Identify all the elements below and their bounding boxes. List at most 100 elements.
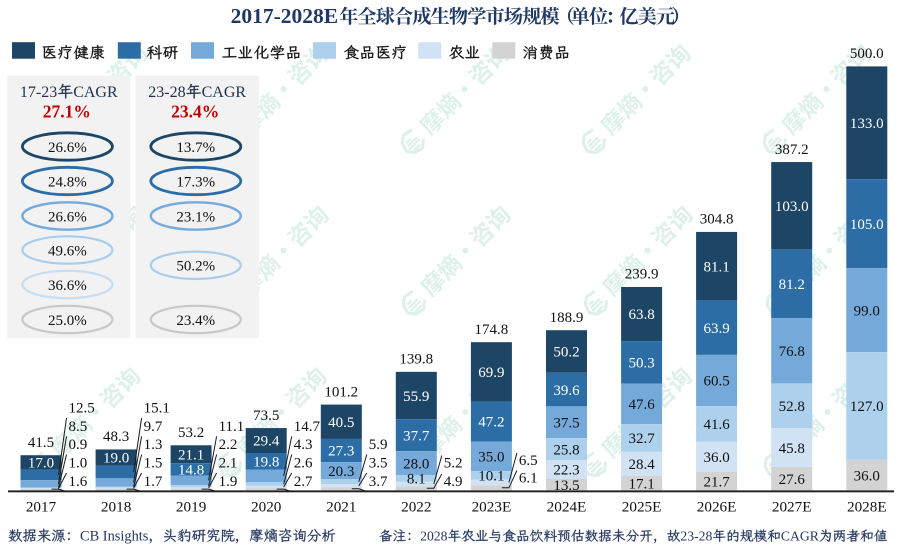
svg-text:60.5: 60.5 xyxy=(703,374,729,390)
svg-text:27.1%: 27.1% xyxy=(43,102,91,122)
svg-text:1.6: 1.6 xyxy=(69,474,88,490)
svg-text:2023E: 2023E xyxy=(472,498,512,515)
svg-text:14.7: 14.7 xyxy=(294,419,321,435)
svg-text:1.5: 1.5 xyxy=(144,456,163,472)
svg-text:23-28: 23-28 xyxy=(680,529,712,544)
svg-text:23.4%: 23.4% xyxy=(176,313,215,329)
svg-text:26.6%: 26.6% xyxy=(48,140,87,156)
svg-text:36.6%: 36.6% xyxy=(48,278,87,294)
svg-text:2024E: 2024E xyxy=(547,498,587,515)
svg-text:CAGR: CAGR xyxy=(781,529,820,544)
svg-text:81.2: 81.2 xyxy=(779,277,805,293)
svg-text:188.9: 188.9 xyxy=(550,310,584,326)
svg-text:47.6: 47.6 xyxy=(628,397,655,413)
svg-text:2021: 2021 xyxy=(326,498,356,515)
svg-text:0.9: 0.9 xyxy=(69,437,88,453)
svg-text:101.2: 101.2 xyxy=(324,384,358,400)
svg-text:32.7: 32.7 xyxy=(628,431,655,447)
svg-text:2.6: 2.6 xyxy=(294,456,313,472)
svg-text:2027E: 2027E xyxy=(772,498,812,515)
svg-text:28.4: 28.4 xyxy=(628,457,655,473)
svg-text:9.7: 9.7 xyxy=(144,419,163,435)
svg-text:8.1: 8.1 xyxy=(407,472,426,488)
svg-text:40.5: 40.5 xyxy=(328,415,354,431)
svg-text:37.5: 37.5 xyxy=(553,416,579,432)
svg-text:139.8: 139.8 xyxy=(399,352,433,368)
svg-text:5.2: 5.2 xyxy=(444,456,463,472)
svg-text:2017-2028E: 2017-2028E xyxy=(231,4,339,28)
svg-text:13.5: 13.5 xyxy=(553,478,579,494)
svg-text:45.8: 45.8 xyxy=(779,441,805,457)
svg-text:2.2: 2.2 xyxy=(219,437,238,453)
svg-text:36.0: 36.0 xyxy=(854,468,880,484)
svg-text:52.8: 52.8 xyxy=(779,399,805,415)
svg-text:17-23: 17-23 xyxy=(20,84,57,101)
svg-text:105.0: 105.0 xyxy=(850,217,884,233)
svg-text:63.8: 63.8 xyxy=(628,307,654,323)
svg-text:1.3: 1.3 xyxy=(144,437,163,453)
svg-text:27.3: 27.3 xyxy=(328,444,354,460)
svg-text:69.9: 69.9 xyxy=(478,365,504,381)
svg-text:47.2: 47.2 xyxy=(478,415,504,431)
svg-text:53.2: 53.2 xyxy=(178,425,204,441)
svg-text:6.1: 6.1 xyxy=(519,471,538,487)
svg-text:41.5: 41.5 xyxy=(28,435,54,451)
svg-text:50.2%: 50.2% xyxy=(176,259,215,275)
svg-text:21.7: 21.7 xyxy=(703,474,730,490)
svg-text:17.3%: 17.3% xyxy=(176,174,215,190)
svg-text:15.1: 15.1 xyxy=(144,401,170,417)
svg-text:CB Insights: CB Insights xyxy=(80,529,149,545)
svg-text:99.0: 99.0 xyxy=(854,303,880,319)
svg-text:3.7: 3.7 xyxy=(369,474,388,490)
svg-text:27.6: 27.6 xyxy=(779,472,806,488)
svg-text:13.7%: 13.7% xyxy=(176,140,215,156)
svg-text:28.0: 28.0 xyxy=(403,456,429,472)
svg-text:22.3: 22.3 xyxy=(553,463,579,479)
svg-text:103.0: 103.0 xyxy=(775,199,809,215)
svg-text:12.5: 12.5 xyxy=(69,401,95,417)
svg-text:36.0: 36.0 xyxy=(703,450,729,466)
svg-text:2028E: 2028E xyxy=(847,498,887,515)
svg-text:2017: 2017 xyxy=(26,498,57,515)
svg-text:63.9: 63.9 xyxy=(703,321,729,337)
svg-text:4.9: 4.9 xyxy=(444,474,463,490)
svg-text:50.2: 50.2 xyxy=(553,345,579,361)
svg-text:1.7: 1.7 xyxy=(144,474,163,490)
svg-text:35.0: 35.0 xyxy=(478,450,504,466)
svg-text:81.1: 81.1 xyxy=(703,260,729,276)
svg-text:23.1%: 23.1% xyxy=(176,209,215,225)
svg-text:2020: 2020 xyxy=(251,498,282,515)
svg-text:26.6%: 26.6% xyxy=(48,209,87,225)
svg-text:387.2: 387.2 xyxy=(775,142,809,158)
svg-text:2.7: 2.7 xyxy=(294,474,313,490)
svg-text:2025E: 2025E xyxy=(622,498,662,515)
svg-text:133.0: 133.0 xyxy=(850,116,884,132)
svg-text:17.0: 17.0 xyxy=(28,456,54,472)
svg-text:1.9: 1.9 xyxy=(219,474,238,490)
svg-text:500.0: 500.0 xyxy=(850,46,884,62)
svg-text:21.1: 21.1 xyxy=(178,447,204,463)
svg-text:2028: 2028 xyxy=(420,529,448,544)
svg-text:CAGR: CAGR xyxy=(202,84,247,101)
svg-text:23-28: 23-28 xyxy=(148,84,185,101)
svg-text:49.6%: 49.6% xyxy=(48,243,87,259)
svg-text:8.5: 8.5 xyxy=(69,419,88,435)
svg-text:127.0: 127.0 xyxy=(850,399,884,415)
svg-text:11.1: 11.1 xyxy=(219,419,245,435)
svg-text:24.8%: 24.8% xyxy=(48,174,87,190)
svg-text:23.4%: 23.4% xyxy=(171,102,219,122)
svg-text:55.9: 55.9 xyxy=(403,389,429,405)
svg-text:19.0: 19.0 xyxy=(103,451,129,467)
svg-text:29.4: 29.4 xyxy=(253,434,280,450)
svg-text:3.5: 3.5 xyxy=(369,456,388,472)
svg-text:25.0%: 25.0% xyxy=(48,313,87,329)
svg-text:41.6: 41.6 xyxy=(703,417,730,433)
svg-text:2022: 2022 xyxy=(401,498,431,515)
svg-text:48.3: 48.3 xyxy=(103,429,129,445)
svg-text:2.1: 2.1 xyxy=(219,456,238,472)
svg-text:76.8: 76.8 xyxy=(779,344,805,360)
svg-text:2019: 2019 xyxy=(176,498,206,515)
svg-text:6.5: 6.5 xyxy=(519,453,538,469)
svg-text:17.1: 17.1 xyxy=(628,476,654,492)
svg-text:37.7: 37.7 xyxy=(403,428,430,444)
